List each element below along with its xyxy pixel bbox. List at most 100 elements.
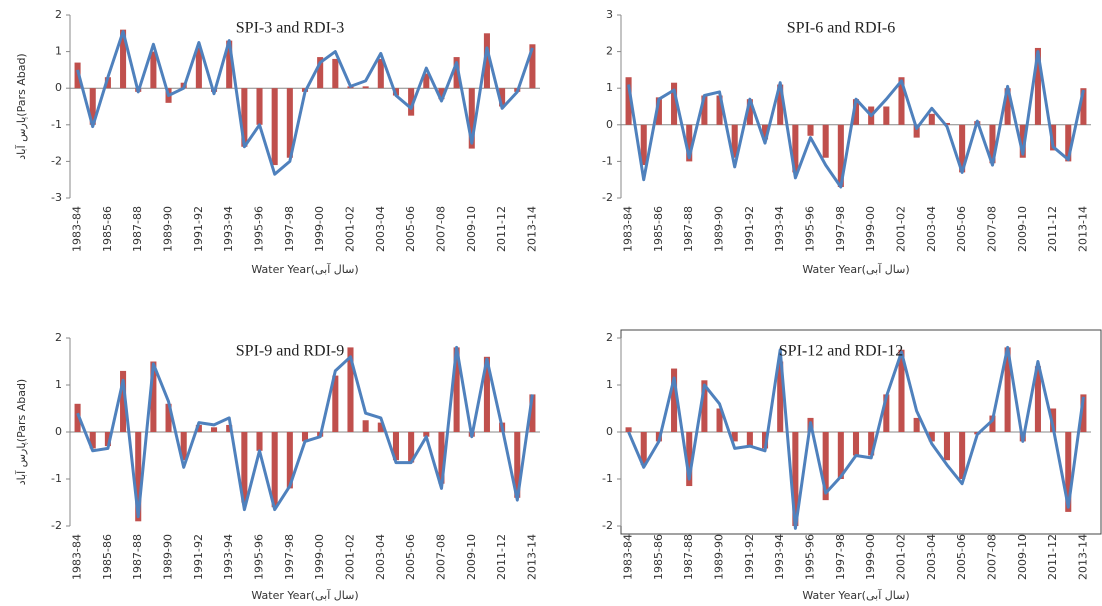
x-tick-label: 2003-04	[374, 534, 387, 580]
bar	[792, 432, 799, 526]
x-tick-label: 2001-02	[343, 206, 356, 252]
chart-title: SPI-3 and RDI-3	[236, 20, 344, 37]
y-tick-label: 2	[55, 331, 62, 344]
x-tick-label: 1995-96	[804, 206, 817, 252]
x-tick-label: 2011-12	[495, 206, 508, 252]
bar	[362, 420, 369, 432]
x-tick-label: 1991-92	[192, 206, 205, 252]
line	[76, 30, 534, 176]
bar	[483, 33, 490, 89]
bar	[332, 375, 339, 432]
x-tick-label: 2013-14	[525, 534, 538, 580]
bar	[256, 88, 263, 125]
x-tick-label: 2009-10	[1016, 206, 1029, 252]
x-tick-label: 2005-06	[404, 206, 417, 252]
bar	[468, 88, 475, 149]
bar	[762, 124, 769, 140]
bar	[89, 432, 96, 449]
y-tick-label: -2	[602, 191, 613, 204]
bar	[716, 408, 723, 432]
bar	[777, 361, 784, 432]
x-tick-label: 1993-94	[222, 206, 235, 252]
bar	[529, 394, 536, 432]
y-tick-label: 2	[606, 331, 613, 344]
bar	[1080, 88, 1087, 125]
x-tick-label: 2003-04	[925, 534, 938, 580]
bar	[499, 88, 506, 107]
chart-panel: -2 -1 0 1 2 1983-84 1985-86 1987-88 1989-90 1991-…	[14, 331, 540, 602]
x-tick-label: 1983-84	[622, 206, 635, 252]
y-tick-label: 1	[606, 378, 613, 391]
bar	[640, 432, 647, 465]
bar	[640, 124, 647, 166]
x-tick-label: 2009-10	[465, 534, 478, 580]
bar	[959, 432, 966, 479]
bar	[483, 356, 490, 432]
y-tick-label: 1	[606, 81, 613, 94]
x-tick-label: 1999-00	[313, 206, 326, 252]
x-tick-label: 1993-94	[222, 534, 235, 580]
bar	[883, 394, 890, 432]
bar	[377, 58, 384, 89]
y-tick-label: 0	[606, 118, 613, 131]
x-tick-label: 1983-84	[622, 534, 635, 580]
bar	[514, 432, 521, 498]
bar	[913, 124, 920, 138]
bar	[1050, 408, 1057, 432]
bar	[226, 40, 233, 89]
bar	[74, 403, 81, 432]
bar	[731, 432, 738, 442]
bar	[226, 424, 233, 432]
bar	[1034, 47, 1041, 125]
bar	[271, 88, 278, 166]
x-tick-label: 2001-02	[894, 534, 907, 580]
x-tick-label: 1987-88	[131, 534, 144, 580]
y-tick-label: -1	[602, 154, 613, 167]
x-tick-label: 2005-06	[955, 206, 968, 252]
y-axis-label: پارس آباد(Pars Abad)	[14, 53, 28, 159]
bar	[989, 415, 996, 432]
x-tick-label: 1993-94	[773, 206, 786, 252]
bar	[89, 88, 96, 125]
bar	[347, 347, 354, 432]
x-tick-label: 1983-84	[71, 534, 84, 580]
bar	[423, 73, 430, 89]
bar	[195, 47, 202, 89]
x-tick-label: 1991-92	[743, 534, 756, 580]
x-tick-label: 2001-02	[343, 534, 356, 580]
y-tick-label: -2	[602, 519, 613, 532]
bar	[716, 95, 723, 125]
bar	[150, 51, 157, 89]
y-tick-label: 0	[606, 425, 613, 438]
y-tick-label: 2	[606, 45, 613, 58]
x-tick-label: 1983-84	[71, 206, 84, 252]
x-tick-label: 1991-92	[192, 534, 205, 580]
x-tick-label: 1985-86	[652, 534, 665, 580]
bar	[1004, 88, 1011, 125]
bar	[777, 84, 784, 125]
x-tick-label: 1999-00	[864, 206, 877, 252]
bar	[852, 432, 860, 456]
bar	[423, 432, 430, 437]
x-tick-label: 1999-00	[313, 534, 326, 580]
y-tick-label: -2	[51, 154, 62, 167]
bar	[332, 58, 339, 89]
y-tick-label: -1	[51, 472, 62, 485]
x-tick-label: 1989-90	[713, 534, 726, 580]
line	[627, 345, 1085, 530]
bar	[241, 432, 248, 503]
bar	[1080, 394, 1087, 432]
bar	[1065, 124, 1072, 162]
x-tick-label: 1995-96	[804, 534, 817, 580]
x-tick-label: 1985-86	[652, 206, 665, 252]
y-tick-label: 1	[55, 378, 62, 391]
chart-title: SPI-9 and RDI-9	[236, 343, 344, 360]
x-tick-label: 1987-88	[131, 206, 144, 252]
bar	[104, 432, 111, 447]
x-tick-label: 2013-14	[525, 206, 538, 252]
y-tick-label: -2	[51, 519, 62, 532]
y-tick-label: 3	[606, 8, 613, 21]
bar	[120, 370, 127, 432]
y-tick-label: 0	[55, 81, 62, 94]
